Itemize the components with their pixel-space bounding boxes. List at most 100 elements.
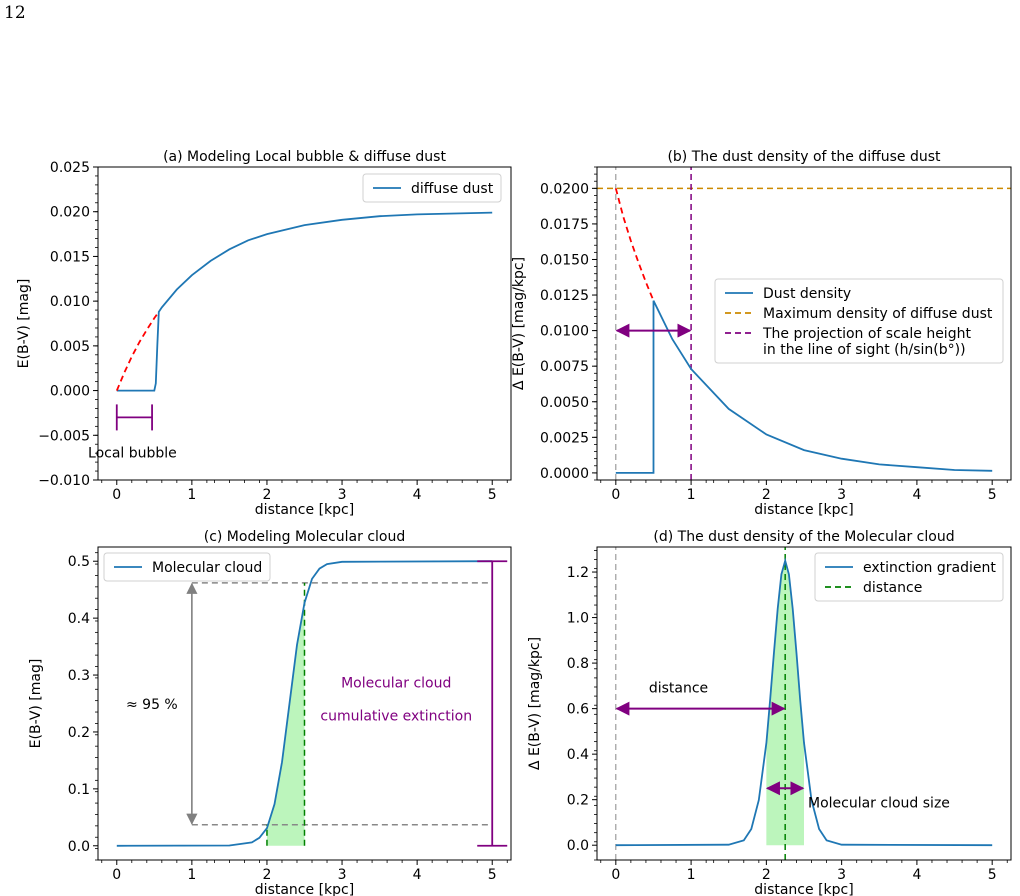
series-line-0 (116, 211, 493, 392)
x-tick-label: 0 (611, 867, 620, 883)
y-tick-label: 0.015 (50, 249, 90, 265)
x-axis-label: distance [kpc] (754, 882, 853, 896)
legend: diffuse dust (362, 173, 502, 203)
page-number: 12 (4, 3, 26, 23)
y-axis-label: E(B-V) [mag] (16, 279, 32, 369)
arrow-label: Molecular cloud size (808, 795, 950, 811)
x-tick-label: 3 (837, 487, 846, 503)
arrow-label: ≈ 95 % (126, 697, 178, 713)
chart-title: (a) Modeling Local bubble & diffuse dust (163, 149, 446, 165)
y-tick-label: 0.000 (50, 384, 90, 400)
x-tick-label: 3 (338, 487, 347, 503)
legend: extinction gradient distance (814, 552, 1004, 602)
x-tick-label: 5 (988, 487, 997, 503)
legend-label: diffuse dust (411, 181, 494, 197)
y-tick-label: 0.0175 (540, 217, 589, 233)
y-tick-label: 0.8 (567, 656, 589, 672)
legend-box (103, 552, 271, 582)
y-axis-label: E(B-V) [mag] (28, 659, 44, 749)
y-tick-label: 0.0100 (540, 324, 589, 340)
x-tick-label: 4 (912, 867, 921, 883)
y-tick-label: 0.0200 (540, 181, 589, 197)
legend-label: Maximum density of diffuse dust (763, 306, 993, 322)
x-tick-label: 2 (262, 867, 271, 883)
y-tick-label: 0.0050 (540, 395, 589, 411)
y-tick-label: 0.6 (567, 702, 589, 718)
x-tick-label: 4 (912, 487, 921, 503)
interval-label: Local bubble (88, 445, 177, 461)
chart-panel-c: (c) Modeling Molecular cloud distance [kp… (28, 529, 512, 896)
y-tick-label: 0.1 (68, 782, 90, 798)
plot-area (115, 211, 493, 392)
fill-region (766, 560, 804, 846)
series-line-0 (615, 300, 993, 474)
x-tick-label: 1 (187, 487, 196, 503)
legend-box (362, 173, 502, 203)
y-tick-label: 0.5 (68, 554, 90, 570)
x-tick-label: 2 (262, 487, 271, 503)
axes-frame (596, 166, 1012, 481)
y-tick-label: 0.0150 (540, 252, 589, 268)
x-tick-label: 4 (413, 487, 422, 503)
legend-label: distance (863, 580, 922, 596)
x-tick-label: 1 (187, 867, 196, 883)
y-tick-label: 0.010 (50, 294, 90, 310)
y-axis-label: Δ E(B-V) [mag/kpc] (511, 257, 527, 390)
interval-label-2: cumulative extinction (320, 709, 472, 725)
x-tick-label: 2 (762, 867, 771, 883)
x-tick-label: 2 (762, 487, 771, 503)
x-tick-label: 5 (988, 867, 997, 883)
legend-label: Molecular cloud (152, 560, 262, 576)
axes-frame (97, 546, 512, 861)
x-tick-label: 0 (611, 487, 620, 503)
legend-box (814, 552, 1004, 602)
interval-label: Molecular cloud (341, 676, 451, 692)
legend-label: The projection of scale height (762, 326, 971, 342)
series-line-1 (614, 188, 655, 302)
x-tick-label: 0 (112, 487, 121, 503)
legend: Molecular cloud (103, 552, 271, 582)
y-tick-label: 0.4 (68, 611, 90, 627)
chart-panel-b: (b) The dust density of the diffuse dust… (511, 149, 1012, 518)
x-tick-label: 0 (112, 867, 121, 883)
y-tick-label: 0.0 (567, 838, 589, 854)
series-line-0 (615, 557, 993, 847)
chart-panel-d: (d) The dust density of the Molecular cl… (527, 529, 1012, 896)
y-tick-label: 0.005 (50, 339, 90, 355)
y-tick-label: 1.0 (567, 611, 589, 627)
series-line-0 (116, 560, 493, 847)
legend-box (714, 278, 1004, 364)
plot-area (116, 560, 493, 847)
y-tick-label: 0.0125 (540, 288, 589, 304)
y-tick-label: 1.2 (567, 565, 589, 581)
x-tick-label: 4 (413, 867, 422, 883)
y-tick-label: 0.025 (50, 160, 90, 176)
y-tick-label: −0.005 (38, 428, 90, 444)
y-tick-label: 0.0075 (540, 359, 589, 375)
y-tick-label: −0.010 (38, 473, 90, 489)
x-tick-label: 1 (687, 867, 696, 883)
chart-title: (b) The dust density of the diffuse dust (667, 149, 941, 165)
legend-label: extinction gradient (863, 560, 996, 576)
axes-frame (97, 166, 512, 481)
arrow-label: distance (649, 681, 708, 697)
y-tick-label: 0.0000 (540, 466, 589, 482)
series-line-1 (115, 311, 160, 391)
legend-label: Dust density (763, 286, 851, 302)
y-tick-label: 0.2 (68, 725, 90, 741)
x-tick-label: 5 (488, 867, 497, 883)
axes-frame (596, 546, 1012, 861)
legend: Dust density Maximum density of diffuse d… (714, 278, 1004, 364)
y-tick-label: 0.020 (50, 205, 90, 221)
y-axis-label: Δ E(B-V) [mag/kpc] (527, 637, 543, 770)
x-tick-label: 3 (837, 867, 846, 883)
plot-area (597, 167, 1011, 480)
y-tick-label: 0.3 (68, 668, 90, 684)
legend-label-line2: in the line of sight (h/sin(b°)) (763, 342, 966, 358)
chart-title: (d) The dust density of the Molecular cl… (653, 529, 954, 545)
x-tick-label: 1 (687, 487, 696, 503)
chart-panel-a: (a) Modeling Local bubble & diffuse dust… (16, 149, 512, 518)
y-tick-label: 0.2 (567, 793, 589, 809)
x-tick-label: 3 (338, 867, 347, 883)
